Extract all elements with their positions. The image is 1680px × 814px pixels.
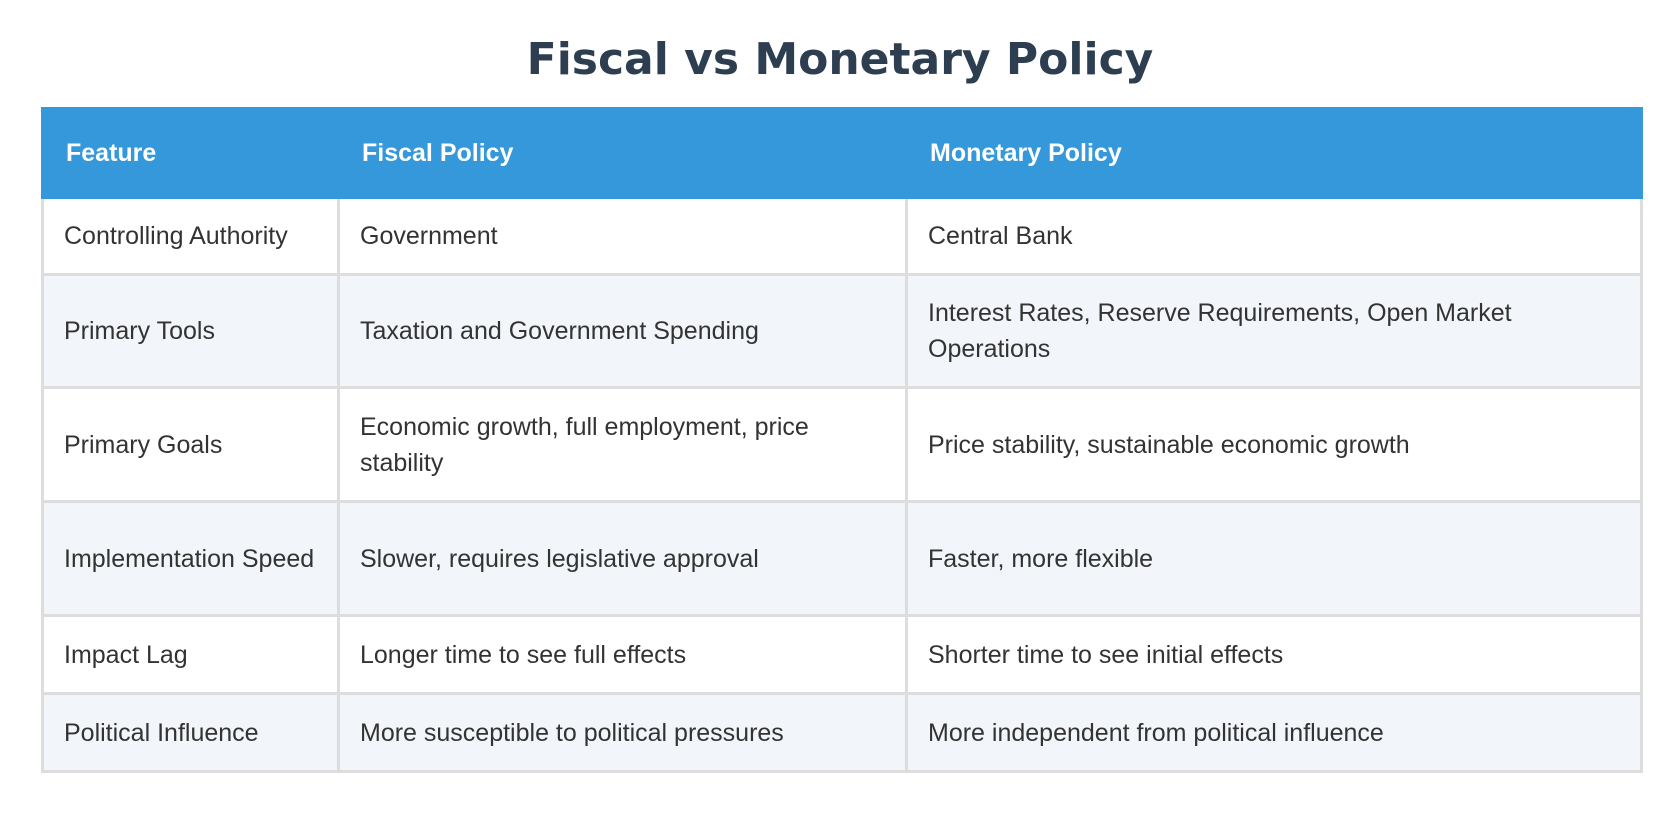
table-row: Primary Goals Economic growth, full empl… <box>41 386 1643 503</box>
monetary-cell: Faster, more flexible <box>905 500 1643 617</box>
fiscal-cell: Longer time to see full effects <box>337 614 908 695</box>
table-row: Primary Tools Taxation and Government Sp… <box>41 273 1643 389</box>
monetary-cell: Shorter time to see initial effects <box>905 614 1643 695</box>
monetary-cell: Price stability, sustainable economic gr… <box>905 386 1643 503</box>
monetary-cell: More independent from political influenc… <box>905 692 1643 773</box>
feature-cell: Implementation Speed <box>41 500 340 617</box>
table-header-row: Feature Fiscal Policy Monetary Policy <box>41 107 1643 199</box>
table-row: Political Influence More susceptible to … <box>41 692 1643 773</box>
column-header-feature: Feature <box>41 107 340 199</box>
column-header-fiscal-policy: Fiscal Policy <box>337 107 908 199</box>
table-row: Controlling Authority Government Central… <box>41 196 1643 276</box>
monetary-cell: Interest Rates, Reserve Requirements, Op… <box>905 273 1643 389</box>
fiscal-cell: Economic growth, full employment, price … <box>337 386 908 503</box>
table-row: Implementation Speed Slower, requires le… <box>41 500 1643 617</box>
page-title: Fiscal vs Monetary Policy <box>526 34 1154 85</box>
fiscal-cell: More susceptible to political pressures <box>337 692 908 773</box>
fiscal-cell: Taxation and Government Spending <box>337 273 908 389</box>
comparison-table: Feature Fiscal Policy Monetary Policy Co… <box>41 107 1643 773</box>
fiscal-cell: Government <box>337 196 908 276</box>
feature-cell: Political Influence <box>41 692 340 773</box>
table-row: Impact Lag Longer time to see full effec… <box>41 614 1643 695</box>
column-header-monetary-policy: Monetary Policy <box>905 107 1643 199</box>
monetary-cell: Central Bank <box>905 196 1643 276</box>
fiscal-cell: Slower, requires legislative approval <box>337 500 908 617</box>
feature-cell: Impact Lag <box>41 614 340 695</box>
feature-cell: Primary Goals <box>41 386 340 503</box>
feature-cell: Primary Tools <box>41 273 340 389</box>
feature-cell: Controlling Authority <box>41 196 340 276</box>
